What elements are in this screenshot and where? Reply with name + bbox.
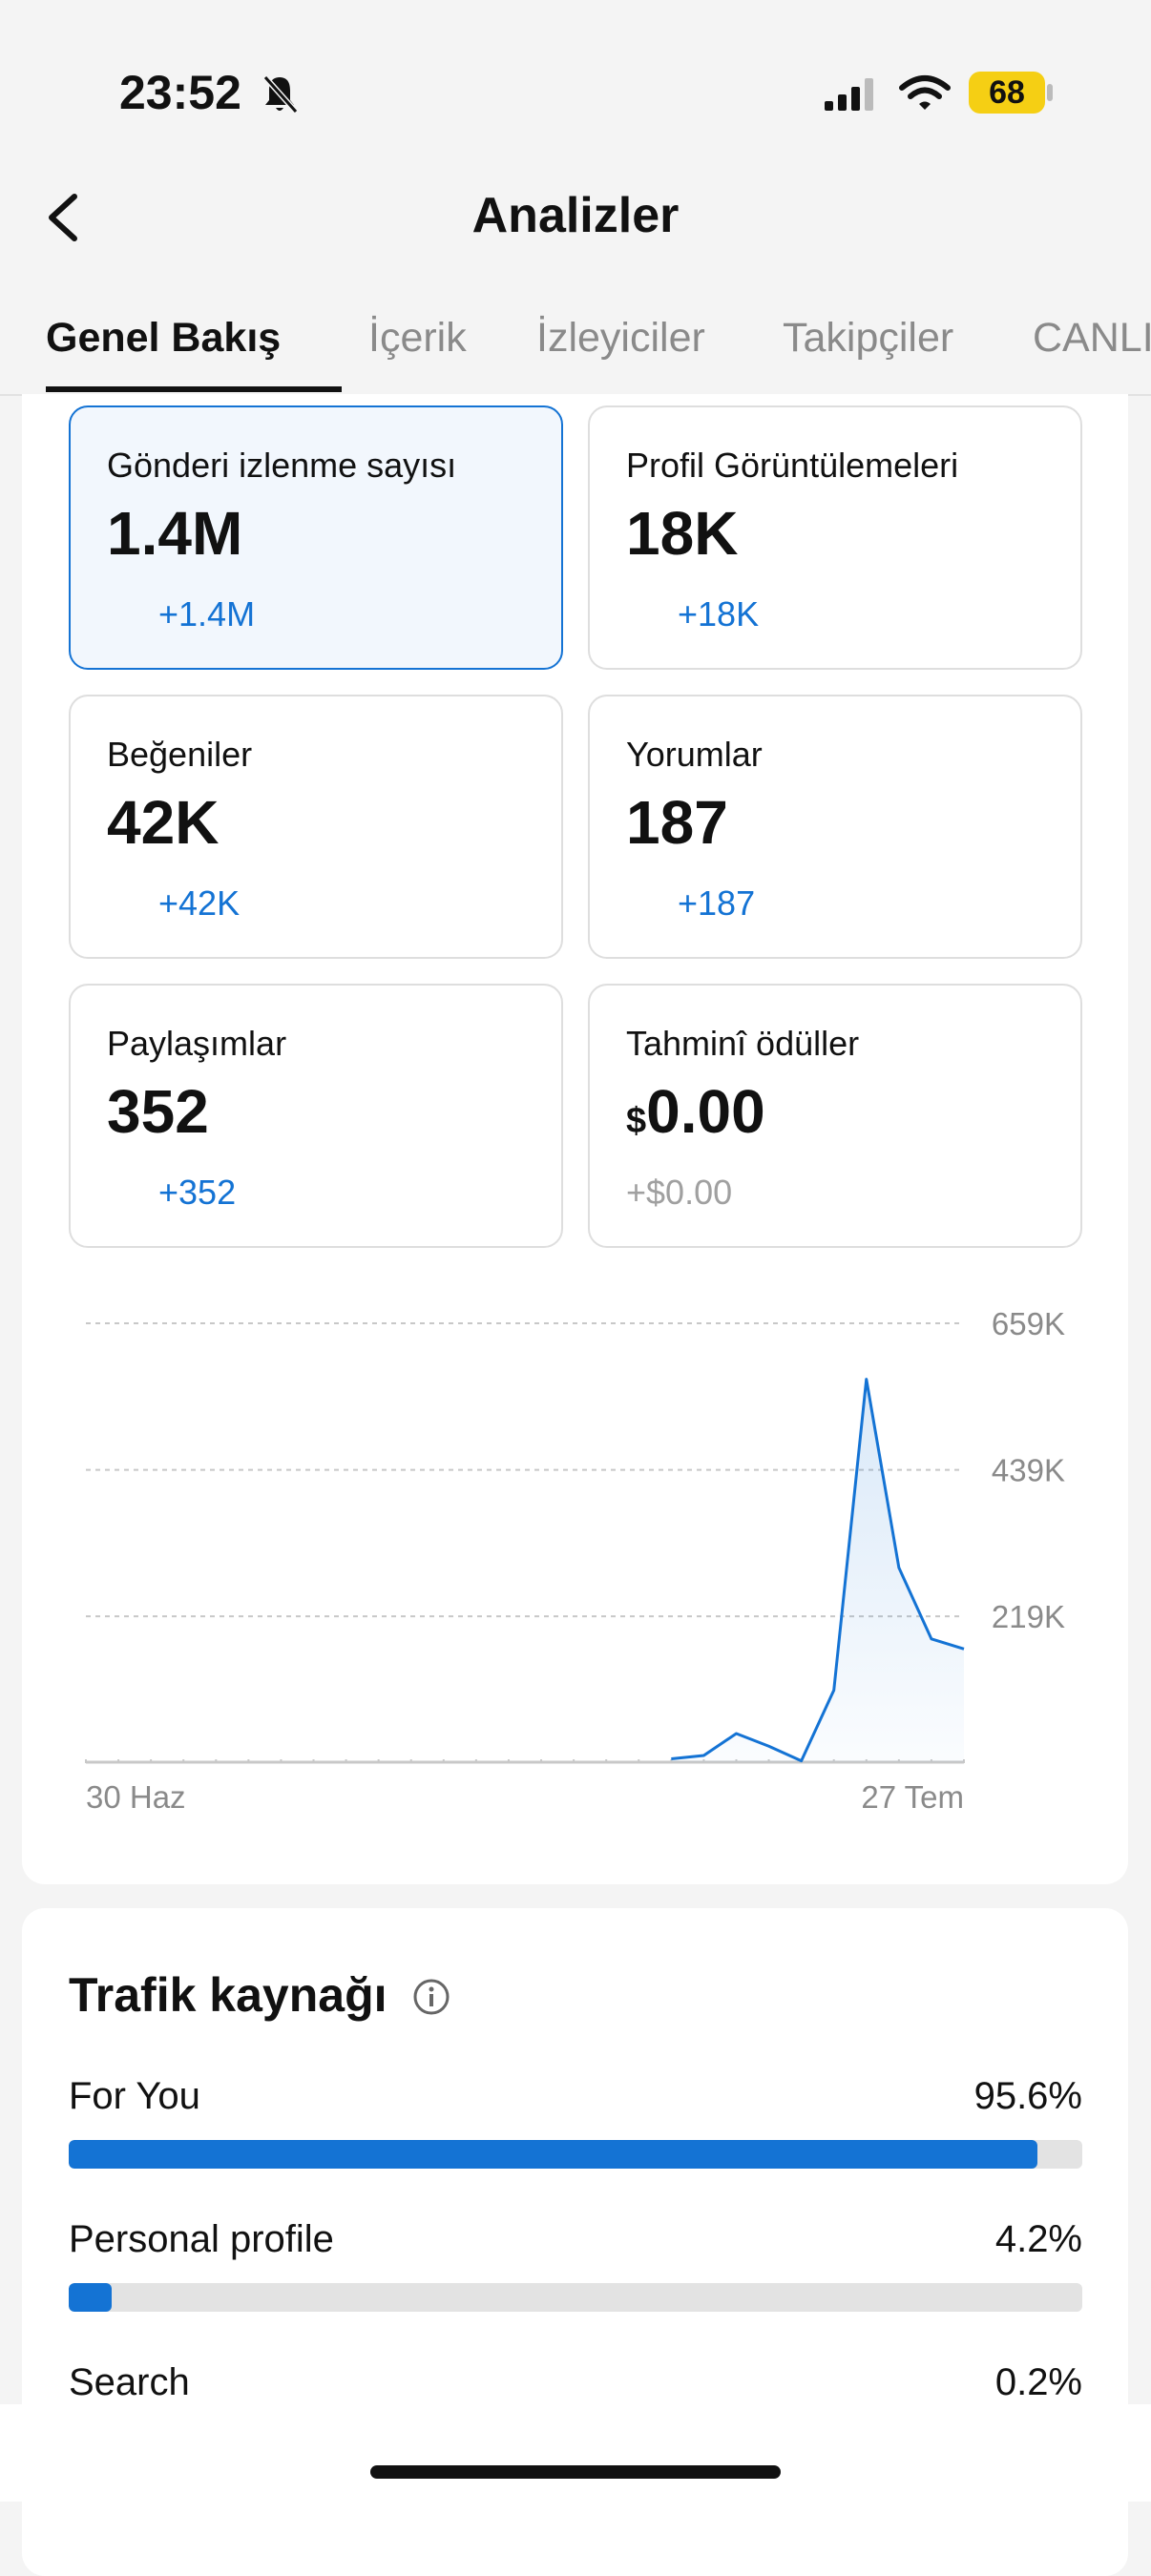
area — [671, 1379, 964, 1762]
tab[interactable]: İzleyiciler — [536, 315, 705, 361]
bar-track — [69, 2140, 1082, 2169]
x-tick-label: 30 Haz — [86, 1779, 186, 1815]
tab[interactable]: İçerik — [368, 315, 467, 361]
traffic-name: Personal profile — [69, 2218, 334, 2260]
stat-value: 187 — [626, 787, 728, 858]
currency: $ — [626, 1101, 647, 1141]
stat-value: $0.00 — [626, 1076, 765, 1147]
y-tick-label: 439K — [992, 1453, 1065, 1488]
value: 42K — [107, 788, 220, 857]
stat-label: Paylaşımlar — [107, 1024, 287, 1063]
traffic-percent: 0.2% — [994, 2361, 1082, 2403]
mute-icon — [262, 75, 299, 114]
stat-change: +$0.00 — [626, 1173, 733, 1212]
home-indicator — [370, 2465, 781, 2479]
back-button[interactable] — [42, 191, 90, 244]
tab-bar: Genel Bakış İçerik İzleyiciler Takipçiler CA… — [0, 305, 1151, 396]
bar-track — [69, 2283, 1082, 2312]
stat-change: +187 — [678, 883, 756, 923]
stat-card[interactable]: Profil Görüntülemeleri 18K +18K — [588, 405, 1082, 670]
signal-icon — [825, 78, 873, 111]
value: 352 — [107, 1077, 209, 1146]
x-tick-label: 27 Tem — [861, 1779, 964, 1815]
stat-change: +18K — [678, 594, 760, 634]
page-title: Analizler — [471, 188, 680, 243]
home-area — [0, 2404, 1151, 2502]
stat-label: Tahminî ödüller — [626, 1024, 860, 1063]
stat-card[interactable]: Beğeniler 42K +42K — [69, 695, 563, 959]
stat-card[interactable]: Yorumlar 187 +187 — [588, 695, 1082, 959]
traffic-name: Search — [69, 2361, 190, 2403]
traffic-percent: 4.2% — [994, 2218, 1082, 2260]
tab[interactable]: Genel Bakış — [46, 315, 282, 361]
stat-label: Beğeniler — [107, 735, 253, 774]
y-tick-label: 659K — [992, 1306, 1065, 1341]
stat-value: 18K — [626, 498, 738, 569]
stat-label: Profil Görüntülemeleri — [626, 446, 959, 485]
value: 1.4M — [107, 499, 243, 568]
wifi-icon — [899, 75, 951, 110]
bar — [69, 2140, 1038, 2169]
traffic-title: Trafik kaynağı — [69, 1968, 387, 2022]
value: 187 — [626, 788, 728, 857]
stat-change: +352 — [158, 1173, 237, 1212]
stat-value: 1.4M — [107, 498, 242, 569]
stat-value: 352 — [107, 1076, 209, 1147]
tab[interactable]: CANLI — [1033, 315, 1151, 361]
stat-card[interactable]: Paylaşımlar 352 +352 — [69, 984, 563, 1248]
value: 18K — [626, 499, 739, 568]
traffic-percent: 95.6% — [973, 2075, 1082, 2117]
stat-card[interactable]: Tahminî ödüller $0.00 +$0.00 — [588, 984, 1082, 1248]
stat-value: 42K — [107, 787, 219, 858]
stat-change: +1.4M — [158, 594, 256, 634]
battery-tip — [1047, 84, 1053, 101]
tab[interactable]: Takipçiler — [783, 315, 954, 361]
info-icon[interactable] — [412, 1978, 450, 2016]
battery-level: 68 — [969, 72, 1045, 114]
value: 0.00 — [646, 1077, 765, 1146]
status-time: 23:52 — [119, 66, 241, 119]
views-chart: 659K 439K 219K 30 Haz 27 Tem — [85, 1306, 1065, 1815]
stat-label: Yorumlar — [626, 735, 763, 774]
active-tab-indicator — [46, 386, 342, 392]
line — [671, 1378, 965, 1763]
bar — [69, 2283, 112, 2312]
screen: {"status_bar": {"time": "23:52", "batter… — [0, 66, 1151, 2576]
y-tick-label: 219K — [992, 1599, 1065, 1634]
stat-change: +42K — [158, 883, 241, 923]
stat-card[interactable]: Gönderi izlenme sayısı 1.4M +1.4M — [69, 405, 563, 670]
stat-label: Gönderi izlenme sayısı — [107, 446, 457, 485]
traffic-name: For You — [69, 2075, 200, 2117]
